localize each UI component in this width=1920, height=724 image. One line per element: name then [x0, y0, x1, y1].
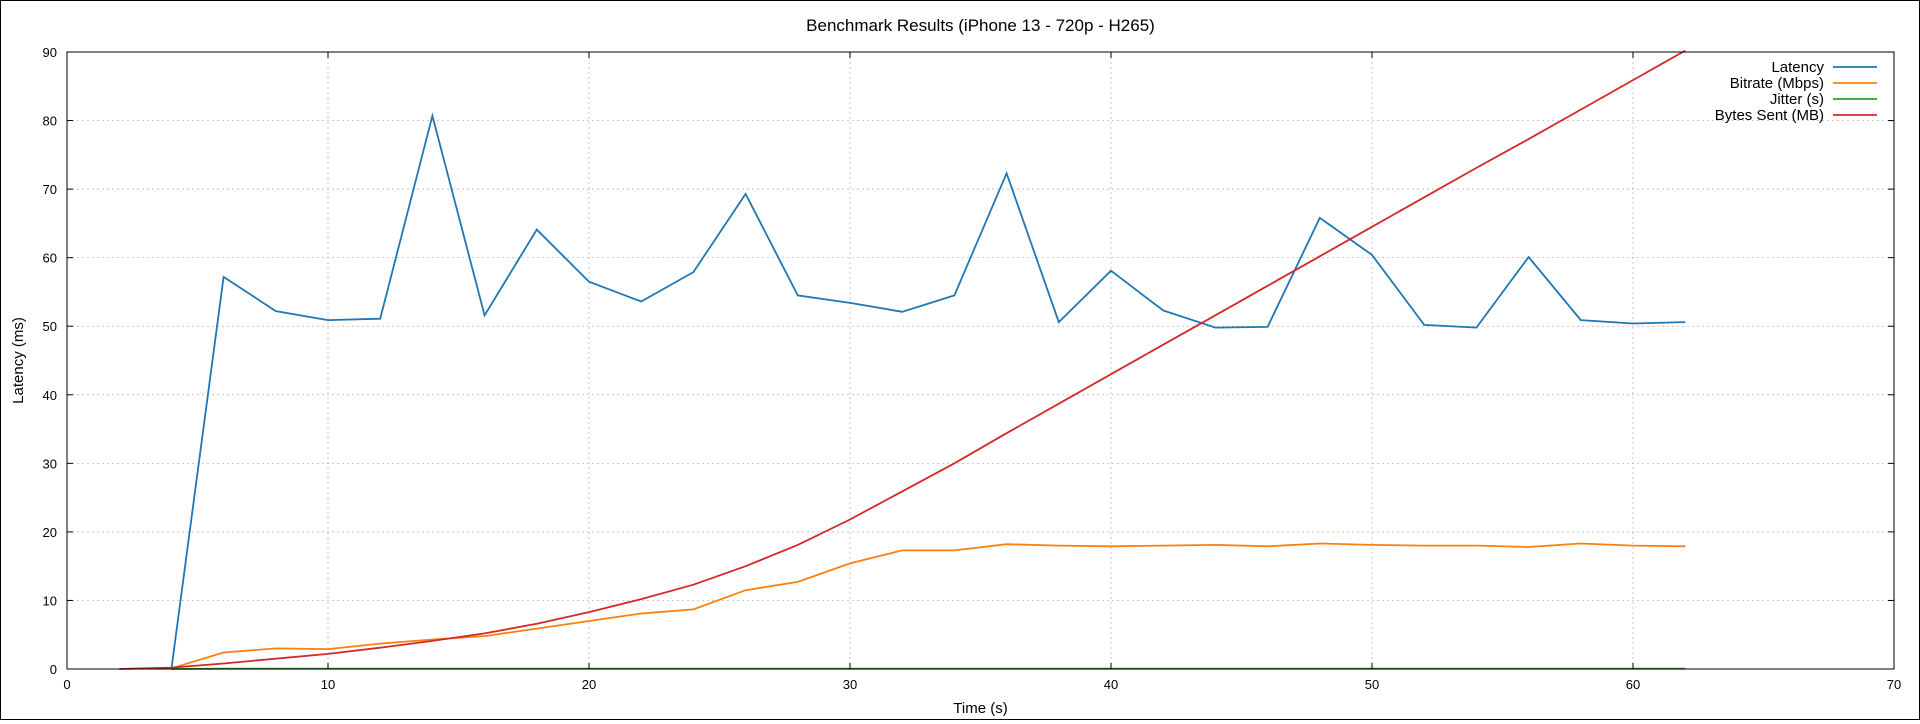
grid [67, 52, 1894, 669]
series-line-bytes-sent-mb [119, 51, 1685, 669]
x-tick-label: 40 [1104, 677, 1118, 692]
y-tick-label: 30 [43, 456, 57, 471]
x-axis-label: Time (s) [953, 700, 1007, 717]
y-tick-label: 60 [43, 251, 57, 266]
axis-ticks: 0 10 20 30 40 50 60 70 0 10 20 30 40 50 60 70 80 90 [43, 45, 1902, 692]
series-lines [119, 51, 1685, 669]
x-tick-label: 10 [321, 677, 335, 692]
y-tick-label: 80 [43, 114, 57, 129]
chart-title: Benchmark Results (iPhone 13 - 720p - H2… [806, 16, 1155, 35]
x-tick-label: 70 [1887, 677, 1901, 692]
y-tick-label: 0 [50, 662, 57, 677]
y-tick-label: 10 [43, 593, 57, 608]
legend-label: Jitter (s) [1770, 91, 1824, 108]
y-tick-label: 90 [43, 45, 57, 60]
y-tick-label: 70 [43, 182, 57, 197]
x-tick-label: 30 [843, 677, 857, 692]
series-line-bitrate-mbps [171, 544, 1685, 669]
legend-label: Latency [1771, 59, 1824, 76]
x-tick-label: 20 [582, 677, 596, 692]
y-axis-label: Latency (ms) [10, 317, 27, 404]
y-tick-label: 50 [43, 319, 57, 334]
y-tick-label: 40 [43, 388, 57, 403]
plot-area-frame [67, 52, 1894, 669]
x-tick-label: 60 [1626, 677, 1640, 692]
legend-label: Bitrate (Mbps) [1730, 75, 1824, 92]
legend-label: Bytes Sent (MB) [1715, 107, 1824, 124]
series-line-latency [171, 116, 1685, 669]
y-tick-label: 20 [43, 525, 57, 540]
x-tick-label: 50 [1365, 677, 1379, 692]
x-tick-label: 0 [63, 677, 70, 692]
